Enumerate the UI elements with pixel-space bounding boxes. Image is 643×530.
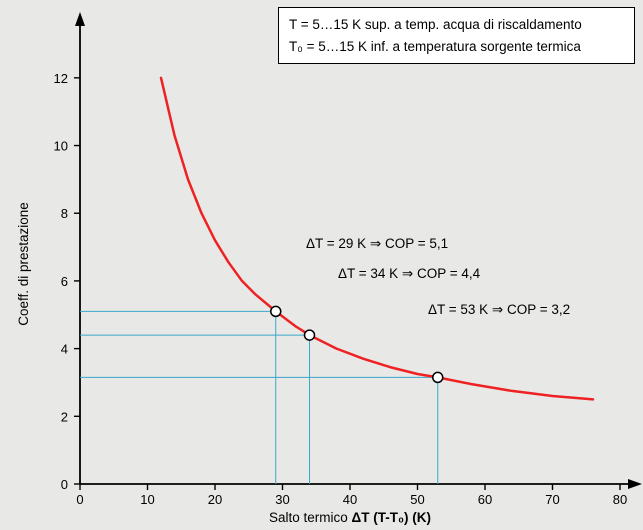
svg-text:4: 4 — [61, 342, 68, 357]
legend-line-1: T = 5…15 K sup. a temp. acqua di riscald… — [289, 14, 624, 36]
svg-text:Salto termico ΔT (T-T₀) (K): Salto termico ΔT (T-T₀) (K) — [269, 510, 431, 525]
svg-text:40: 40 — [343, 492, 357, 507]
chart-svg: 0 10 20 30 40 50 60 70 80 0 2 4 6 8 10 12 Coeff. di pres… — [0, 0, 643, 530]
svg-text:60: 60 — [478, 492, 492, 507]
svg-text:0: 0 — [61, 477, 68, 492]
annotation-2: ΔT = 34 K ⇒ COP = 4,4 — [338, 266, 480, 282]
annotation-1: ΔT = 29 K ⇒ COP = 5,1 — [306, 236, 448, 252]
svg-text:8: 8 — [61, 206, 68, 221]
svg-text:2: 2 — [61, 409, 68, 424]
svg-text:30: 30 — [275, 492, 289, 507]
annotation-3: ΔT = 53 K ⇒ COP = 3,2 — [428, 302, 570, 318]
svg-text:0: 0 — [76, 492, 83, 507]
svg-text:12: 12 — [54, 71, 68, 86]
svg-text:10: 10 — [54, 139, 68, 154]
svg-text:20: 20 — [208, 492, 222, 507]
svg-text:6: 6 — [61, 274, 68, 289]
svg-text:Coeff. di prestazione: Coeff. di prestazione — [16, 202, 31, 326]
chart-container: 0 10 20 30 40 50 60 70 80 0 2 4 6 8 10 12 Coeff. di pres… — [0, 0, 643, 530]
svg-text:70: 70 — [545, 492, 559, 507]
svg-text:50: 50 — [410, 492, 424, 507]
legend-line-2: T₀ = 5…15 K inf. a temperatura sorgente … — [289, 36, 624, 58]
svg-text:80: 80 — [613, 492, 627, 507]
svg-text:10: 10 — [140, 492, 154, 507]
legend-box: T = 5…15 K sup. a temp. acqua di riscald… — [278, 7, 635, 64]
